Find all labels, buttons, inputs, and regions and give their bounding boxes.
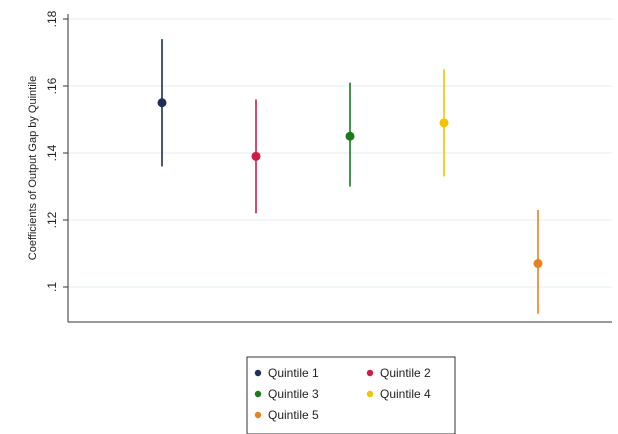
data-point — [439, 118, 449, 128]
legend-box — [246, 356, 456, 434]
y-tick-label: .18 — [45, 10, 59, 27]
legend-marker — [254, 411, 262, 419]
y-tick-label: .1 — [45, 282, 59, 292]
legend-label: Quintile 3 — [268, 387, 319, 401]
legend-label: Quintile 1 — [268, 366, 319, 380]
legend-marker — [366, 369, 374, 377]
y-tick-label: .12 — [45, 211, 59, 228]
data-point — [157, 98, 167, 108]
y-tick-label: .16 — [45, 77, 59, 94]
data-point — [345, 131, 355, 141]
y-axis-title: Coefficients of Output Gap by Quintile — [27, 76, 39, 260]
legend-label: Quintile 5 — [268, 408, 319, 422]
data-point — [251, 151, 261, 161]
legend-marker — [254, 390, 262, 398]
data-point — [533, 259, 543, 269]
legend-marker — [366, 390, 374, 398]
axes — [67, 14, 612, 323]
series-layer — [157, 39, 543, 314]
legend-marker — [254, 369, 262, 377]
gridlines — [68, 18, 612, 288]
y-ticks: .1 .12 .14 .16 .18 — [45, 10, 68, 292]
legend-label: Quintile 4 — [380, 387, 431, 401]
legend-label: Quintile 2 — [380, 366, 431, 380]
y-tick-label: .14 — [45, 144, 59, 161]
legend: Quintile 1 Quintile 2 Quintile 3 Quintile 4… — [246, 356, 456, 434]
